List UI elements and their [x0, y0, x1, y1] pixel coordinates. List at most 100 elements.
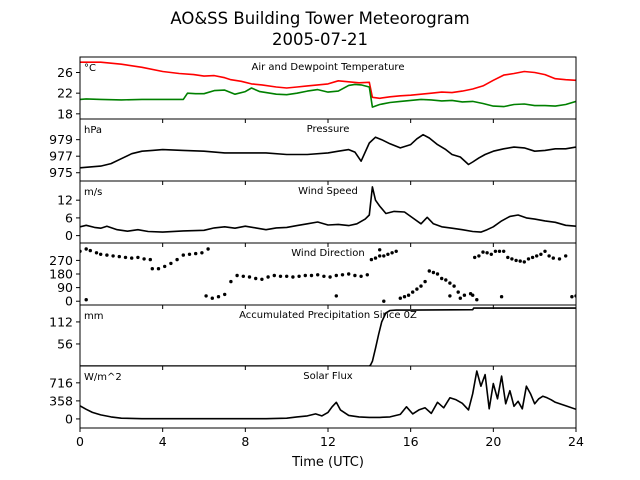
y-tick-label: 90: [57, 280, 73, 295]
y-tick-label: 22: [57, 86, 73, 101]
y-tick-label: 716: [49, 375, 73, 390]
panel-title: Wind Direction: [291, 248, 365, 259]
y-tick-label: 18: [57, 106, 73, 121]
data-point: [334, 273, 338, 278]
y-tick-label: 12: [57, 193, 73, 208]
data-point: [334, 294, 338, 298]
data-point: [204, 294, 208, 298]
data-point: [303, 273, 307, 278]
data-point: [260, 277, 264, 281]
data-point: [448, 281, 452, 285]
data-point: [291, 275, 295, 279]
y-tick-label: 180: [49, 267, 73, 282]
data-point: [117, 254, 122, 259]
data-point: [148, 257, 152, 262]
data-point: [369, 257, 374, 262]
data-point: [448, 294, 452, 298]
data-point: [440, 276, 444, 281]
data-point: [297, 274, 301, 278]
data-point: [382, 299, 386, 303]
figure-subtitle: 2005-07-21: [272, 30, 368, 49]
data-point: [241, 274, 245, 278]
series-3-1: [84, 247, 504, 303]
data-point: [493, 249, 498, 253]
panel-5: 0 358 716 Solar Flux W/m^2: [49, 365, 577, 432]
data-point: [456, 290, 460, 294]
data-point: [181, 253, 185, 257]
data-point: [419, 284, 423, 288]
y-tick-label: 977: [49, 149, 73, 164]
series-line-5-0: [80, 370, 576, 420]
series-3-0: [80, 247, 576, 300]
data-point: [489, 252, 493, 256]
data-point: [411, 290, 415, 294]
data-point: [518, 259, 522, 263]
data-point: [175, 257, 179, 262]
data-point: [394, 249, 398, 253]
data-point: [435, 272, 440, 276]
data-point: [510, 257, 514, 261]
data-point: [406, 293, 411, 297]
data-point: [272, 273, 276, 278]
panel-4: 56 112 Accumulated Precipitation Since 0Z m…: [49, 304, 577, 370]
data-point: [506, 255, 510, 260]
series-line-0-1: [80, 83, 576, 108]
y-tick-label: 975: [49, 165, 73, 180]
panel-title: Wind Speed: [298, 186, 358, 197]
data-point: [535, 254, 539, 258]
data-point: [223, 292, 227, 297]
data-point: [210, 296, 214, 300]
panel-title: Air and Dewpoint Temperature: [252, 62, 405, 73]
data-point: [322, 274, 326, 278]
data-point: [551, 256, 555, 260]
x-axis-label: Time (UTC): [291, 455, 364, 470]
data-point: [359, 274, 363, 278]
y-tick-label: 0: [65, 228, 73, 243]
data-point: [347, 272, 351, 276]
data-point: [485, 251, 489, 255]
data-point: [373, 256, 378, 260]
data-point: [206, 247, 210, 251]
data-point: [522, 260, 526, 264]
data-point: [526, 257, 531, 261]
data-point: [309, 273, 314, 278]
data-point: [88, 248, 93, 253]
unit-label: °C: [84, 63, 96, 74]
data-point: [378, 248, 382, 252]
data-point: [499, 295, 504, 299]
data-point: [539, 252, 543, 256]
data-point: [123, 255, 128, 260]
y-tick-label: 358: [49, 393, 73, 408]
data-point: [543, 249, 547, 253]
x-tick-label: 16: [403, 434, 419, 449]
data-point: [169, 261, 173, 266]
data-point: [386, 252, 390, 256]
data-point: [473, 255, 477, 260]
data-point: [502, 249, 506, 253]
data-point: [458, 296, 462, 300]
y-tick-label: 979: [49, 132, 73, 147]
panel-title: Solar Flux: [303, 371, 353, 382]
x-tick-label: 4: [159, 434, 167, 449]
series-line-4-0: [80, 307, 576, 366]
data-point: [471, 293, 475, 297]
series-line-0-0: [80, 61, 576, 100]
data-point: [340, 273, 345, 277]
y-tick-label: 0: [65, 294, 73, 309]
data-point: [84, 298, 88, 302]
data-point: [378, 254, 382, 258]
data-point: [557, 257, 562, 261]
data-point: [229, 279, 233, 284]
data-point: [111, 254, 115, 258]
unit-label: hPa: [84, 125, 102, 136]
data-point: [285, 274, 289, 278]
data-point: [390, 251, 394, 255]
unit-label: mm: [84, 311, 103, 322]
x-tick-label: 8: [241, 434, 249, 449]
x-tick-label: 12: [320, 434, 336, 449]
data-point: [200, 251, 204, 255]
data-point: [530, 255, 535, 260]
data-point: [266, 275, 270, 279]
